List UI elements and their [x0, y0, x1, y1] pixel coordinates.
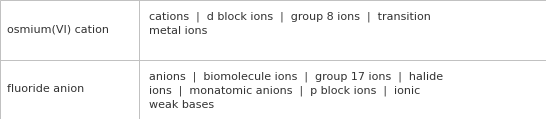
Text: osmium(VI) cation: osmium(VI) cation — [7, 25, 109, 35]
Text: fluoride anion: fluoride anion — [7, 84, 84, 94]
Text: anions  |  biomolecule ions  |  group 17 ions  |  halide
ions  |  monatomic anio: anions | biomolecule ions | group 17 ion… — [149, 71, 443, 110]
Text: cations  |  d block ions  |  group 8 ions  |  transition
metal ions: cations | d block ions | group 8 ions | … — [149, 12, 431, 36]
